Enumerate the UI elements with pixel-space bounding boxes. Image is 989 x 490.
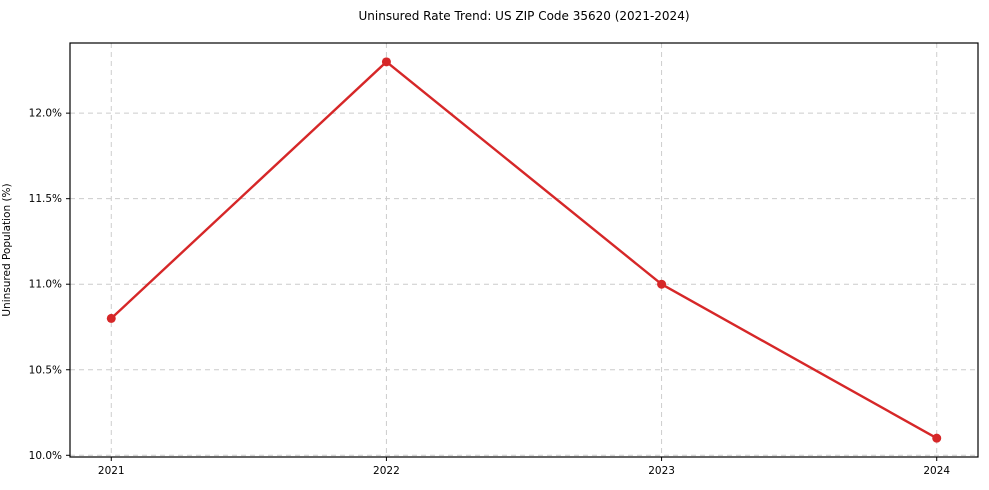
data-point-marker	[932, 433, 942, 443]
y-axis-label: Uninsured Population (%)	[1, 183, 13, 317]
series-line	[110, 60, 938, 440]
x-tick-label: 2022	[373, 465, 400, 477]
data-point-marker	[106, 313, 116, 323]
chart-title: Uninsured Rate Trend: US ZIP Code 35620 …	[358, 9, 690, 23]
x-tick-label: 2024	[923, 465, 950, 477]
x-tick-label: 2023	[648, 465, 675, 477]
plot-frame	[69, 42, 979, 458]
y-tick-label: 11.5%	[29, 193, 62, 205]
y-tick-label: 10.0%	[29, 450, 62, 462]
y-tick-label: 11.0%	[29, 279, 62, 291]
data-point-marker	[657, 279, 667, 289]
x-tick-label: 2021	[98, 465, 125, 477]
y-tick-label: 10.5%	[29, 364, 62, 376]
y-tick-label: 12.0%	[29, 108, 62, 120]
data-point-marker	[381, 57, 391, 67]
